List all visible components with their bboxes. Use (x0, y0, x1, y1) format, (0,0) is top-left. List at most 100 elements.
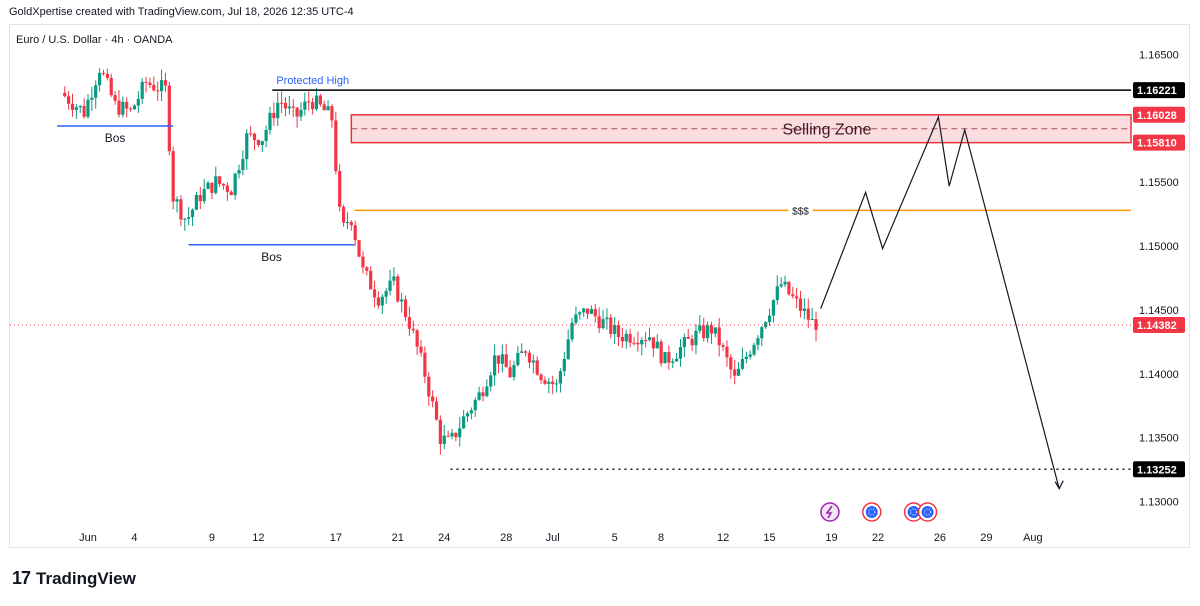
flag-icon-fill (907, 506, 920, 518)
selling-zone-box[interactable] (350, 114, 1132, 144)
candle-body (322, 104, 326, 111)
candle-body (132, 105, 137, 110)
candle-body (101, 72, 106, 74)
candle-body (225, 185, 229, 192)
candle-body (678, 347, 683, 359)
candle-body (369, 270, 373, 290)
x-tick-label: 12 (717, 532, 729, 544)
candle-body (613, 325, 617, 334)
lightning-icon[interactable] (820, 502, 840, 522)
flag-icon-fill (865, 506, 878, 518)
x-tick-label: Jun (79, 532, 97, 544)
candle-body (105, 73, 109, 78)
y-tick-label: 1.13000 (1139, 496, 1179, 508)
x-tick-label: 8 (658, 532, 664, 544)
price-label-tag (1133, 134, 1185, 151)
candle-body (291, 106, 295, 108)
candle-body (504, 354, 508, 368)
candle-body (570, 322, 574, 340)
candle-body (531, 360, 535, 363)
candle-body (667, 352, 671, 363)
candle-body (427, 376, 431, 397)
candle-body (760, 327, 764, 339)
candle-body (326, 106, 330, 111)
candle-body (798, 298, 803, 311)
x-tick-label: 15 (763, 532, 775, 544)
candle-body (82, 105, 86, 117)
price-chart[interactable]: 1.16500 1.15500 1.15000 1.14500 1.14000 1.135… (10, 25, 1191, 549)
price-label-text: 1.15810 (1137, 138, 1177, 150)
candle-body (121, 101, 125, 115)
candle-body (423, 352, 427, 377)
candle-body (63, 92, 67, 97)
bos-label: Bos (105, 131, 126, 145)
candle-body (539, 374, 543, 381)
candle-body (241, 159, 245, 171)
candle-body (512, 365, 516, 378)
candle-body (171, 151, 175, 202)
candle-body (748, 354, 752, 357)
candle-body (260, 141, 264, 145)
candle-body (454, 432, 458, 438)
candle-body (582, 308, 586, 313)
candle-body (415, 330, 419, 347)
candle-body (334, 120, 338, 172)
candle-body (481, 392, 485, 397)
x-tick-label: 19 (825, 532, 837, 544)
candle-body (578, 312, 582, 315)
candle-body (167, 85, 171, 152)
candle-body (473, 399, 477, 411)
candle-body (214, 176, 218, 193)
candle-body (651, 337, 655, 349)
price-label-tag (1133, 82, 1185, 99)
candle-body (90, 97, 94, 100)
candle-body (585, 308, 590, 314)
symbol-info-bg (12, 30, 188, 47)
tradingview-logo[interactable]: 17 TradingView (12, 568, 136, 589)
candle-body (380, 296, 384, 306)
candle-body (295, 107, 299, 117)
candle-body (98, 72, 102, 86)
chart-frame[interactable]: 1.16500 1.15500 1.15000 1.14500 1.14000 1.135… (9, 24, 1190, 548)
candle-body (709, 325, 714, 334)
candle-body (338, 171, 342, 207)
candle-body (659, 341, 663, 364)
candle-body (764, 322, 768, 328)
candle-body (163, 80, 168, 86)
candle-body (376, 297, 381, 306)
candle-body (245, 133, 249, 160)
candle-body (702, 325, 706, 339)
candle-body (388, 280, 392, 291)
candle-body (128, 108, 133, 110)
candle-body (686, 337, 690, 339)
y-tick-label: 1.14500 (1139, 305, 1179, 317)
candle-body (349, 222, 353, 226)
candle-body (152, 84, 156, 91)
candle-body (705, 325, 710, 339)
candle-body (640, 339, 644, 345)
y-tick-label: 1.14000 (1139, 369, 1179, 381)
flag-icon-stars (924, 508, 932, 516)
candle-body (264, 129, 268, 142)
candle-body (330, 106, 334, 121)
candle-body (535, 360, 539, 375)
candle-body (392, 276, 396, 281)
candle-body (547, 381, 551, 384)
candle-body (636, 342, 640, 345)
selling-zone-label: Selling Zone (782, 122, 871, 139)
candle-body (628, 333, 632, 343)
candle-body (303, 101, 307, 110)
x-tick-label: 29 (980, 532, 992, 544)
candle-body (562, 358, 566, 372)
flag-icon-fill (921, 506, 934, 518)
candle-body (70, 103, 75, 110)
candle-body (500, 354, 504, 364)
candle-body (458, 428, 462, 438)
candle-body (694, 330, 698, 346)
projection-path[interactable] (820, 114, 1060, 489)
candle-body (733, 369, 737, 376)
flag-icon-stars (910, 508, 918, 516)
candle-body (717, 327, 721, 346)
candle-body (67, 96, 71, 104)
candle-body (558, 371, 563, 384)
